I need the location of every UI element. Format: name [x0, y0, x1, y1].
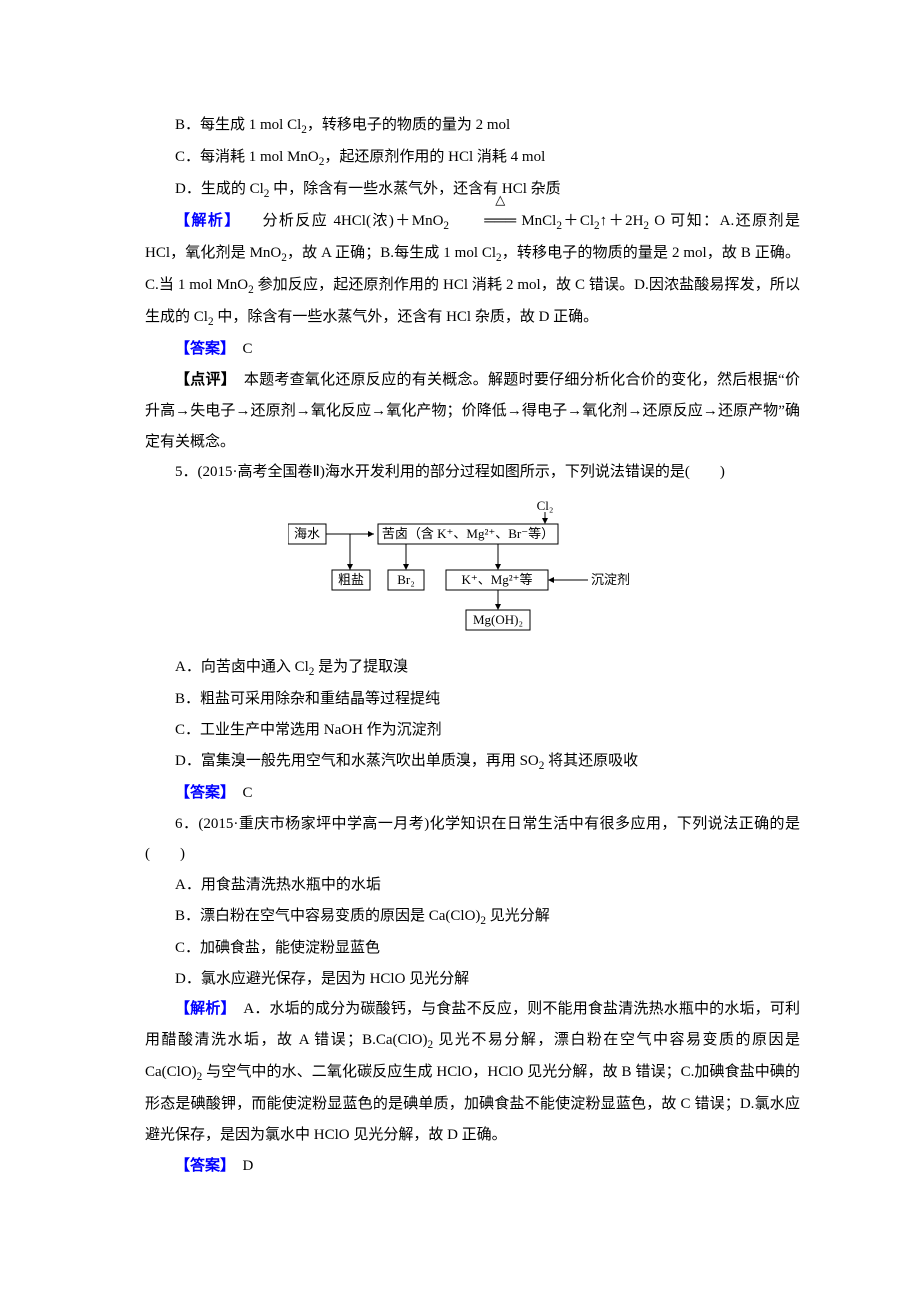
diagram-bittern: 苦卤（含 K⁺、Mg²⁺、Br⁻等）: [381, 526, 553, 541]
q6-analysis: 【解析】 A．水垢的成分为碳酸钙，与食盐不反应，则不能用食盐清洗热水瓶中的水垢，…: [145, 994, 800, 1150]
q5-stem: 5．(2015·高考全国卷Ⅱ)海水开发利用的部分过程如图所示，下列说法错误的是(…: [145, 457, 800, 488]
q6-option-d: D．氯水应避光保存，是因为 HClO 见光分解: [145, 964, 800, 995]
q4-answer: 【答案】 C: [145, 334, 800, 365]
answer-label: 【答案】: [175, 1158, 228, 1174]
diagram-crudesalt: 粗盐: [337, 572, 363, 587]
answer-label: 【答案】: [175, 341, 228, 357]
diagram-ions: K⁺、Mg²⁺等: [461, 572, 532, 587]
comment-label: 【点评】: [175, 372, 229, 388]
q5-option-a: A．向苦卤中通入 Cl2 是为了提取溴: [145, 652, 800, 684]
answer-label: 【答案】: [175, 785, 228, 801]
q5-option-c: C．工业生产中常选用 NaOH 作为沉淀剂: [145, 715, 800, 746]
analysis-label: 【解析】: [175, 213, 241, 229]
analysis-label: 【解析】: [175, 1001, 228, 1017]
diagram-precipitant: 沉淀剂: [591, 572, 630, 587]
seawater-diagram: Cl₂ 海水 苦卤（含 K⁺、Mg²⁺、Br⁻等） 粗盐: [145, 498, 800, 638]
q6-option-a: A．用食盐清洗热水瓶中的水垢: [145, 870, 800, 901]
q5-option-d: D．富集溴一般先用空气和水蒸汽吹出单质溴，再用 SO2 将其还原吸收: [145, 746, 800, 778]
q6-answer: 【答案】 D: [145, 1151, 800, 1182]
diagram-br2: Br₂: [397, 572, 415, 587]
q4-option-b: B．每生成 1 mol Cl2，转移电子的物质的量为 2 mol: [145, 110, 800, 142]
q6-option-c: C．加碘食盐，能使淀粉显蓝色: [145, 933, 800, 964]
diagram-cl2-label: Cl₂: [536, 498, 553, 513]
q4-comment: 【点评】 本题考查氧化还原反应的有关概念。解题时要仔细分析化合价的变化，然后根据…: [145, 365, 800, 457]
q5-answer: 【答案】 C: [145, 778, 800, 809]
q4-option-c: C．每消耗 1 mol MnO2，起还原剂作用的 HCl 消耗 4 mol: [145, 142, 800, 174]
q5-option-b: B．粗盐可采用除杂和重结晶等过程提纯: [145, 684, 800, 715]
diagram-seawater: 海水: [293, 526, 319, 541]
q6-option-b: B．漂白粉在空气中容易变质的原因是 Ca(ClO)2 见光分解: [145, 901, 800, 933]
q6-stem: 6．(2015·重庆市杨家坪中学高一月考)化学知识在日常生活中有很多应用，下列说…: [145, 809, 800, 871]
q4-analysis: 【解析】 分析反应 4HCl(浓)＋MnO2 △═══ MnCl2＋Cl2↑＋2…: [145, 206, 800, 334]
diagram-mgoh2: Mg(OH)₂: [472, 612, 522, 627]
